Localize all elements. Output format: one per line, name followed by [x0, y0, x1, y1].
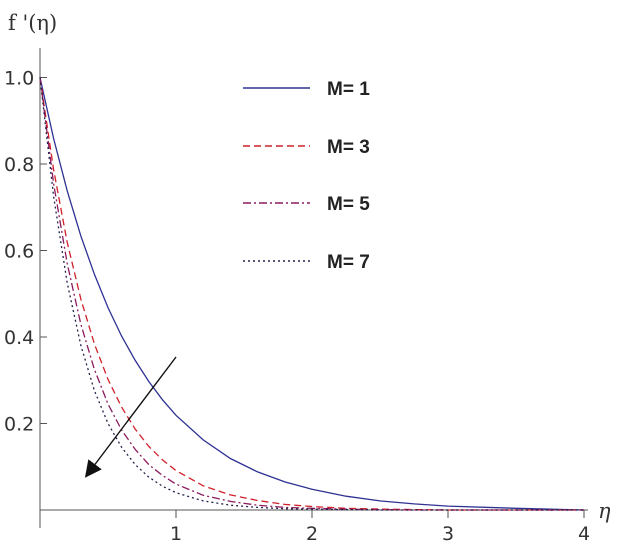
series-group — [39, 77, 585, 511]
series-line-m1 — [39, 77, 585, 511]
x-tick-label: 1 — [170, 523, 182, 545]
x-axis-title: η — [598, 499, 611, 523]
x-tick-label: 4 — [578, 523, 590, 545]
series-line-m5 — [39, 77, 584, 511]
x-axis-ticks: 1 2 3 4 — [170, 510, 590, 545]
series-line-m3 — [39, 77, 584, 511]
y-axis-title: f '(η) — [8, 11, 57, 35]
x-tick-label: 2 — [306, 523, 318, 545]
series-line-m7 — [39, 77, 584, 511]
y-tick-label: 0.8 — [4, 154, 34, 176]
x-tick-label: 3 — [442, 523, 454, 545]
legend: M= 1 M= 3 M= 5 M= 7 — [243, 79, 370, 273]
legend-label: M= 7 — [327, 252, 370, 273]
legend-label: M= 5 — [327, 194, 370, 215]
y-tick-label: 1.0 — [4, 68, 34, 90]
y-tick-label: 0.4 — [4, 327, 34, 349]
y-tick-label: 0.2 — [4, 414, 34, 436]
legend-label: M= 1 — [327, 79, 370, 100]
increasing-m-arrow — [84, 356, 177, 478]
y-tick-label: 0.6 — [4, 241, 34, 263]
legend-label: M= 3 — [327, 137, 370, 158]
y-axis-ticks: 0.2 0.4 0.6 0.8 1.0 — [4, 68, 47, 436]
